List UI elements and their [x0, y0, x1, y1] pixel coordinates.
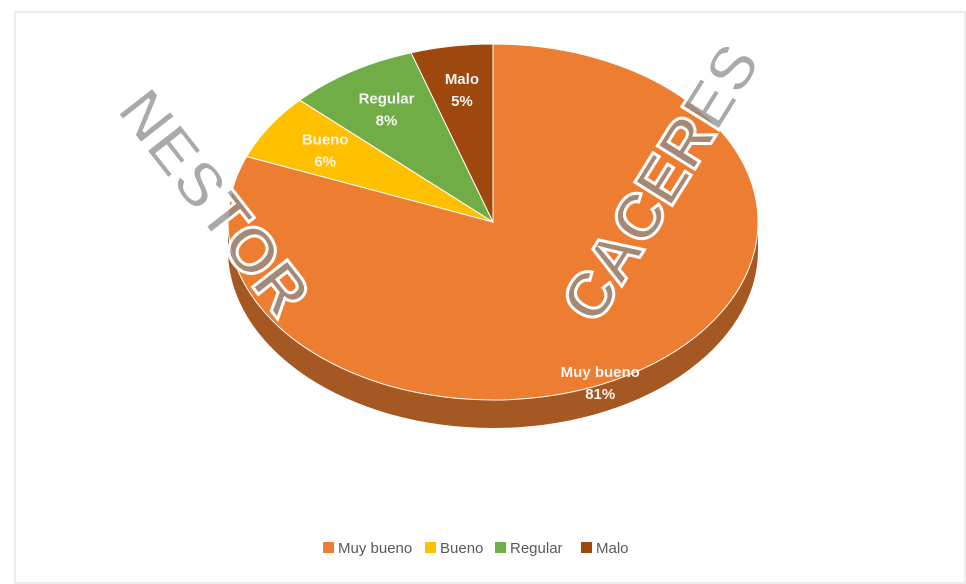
legend-swatch	[425, 542, 436, 553]
data-label-name: Malo	[445, 71, 479, 88]
legend-swatch	[323, 542, 334, 553]
data-label-name: Muy bueno	[561, 364, 640, 381]
legend-label: Bueno	[440, 540, 483, 557]
legend-label: Regular	[510, 540, 563, 557]
legend-label: Malo	[596, 540, 629, 557]
pie-slice	[410, 43, 494, 223]
data-label-value: 5%	[451, 93, 473, 110]
legend-swatch	[581, 542, 592, 553]
data-label-value: 8%	[376, 112, 398, 129]
data-label-name: Bueno	[302, 131, 349, 148]
legend-label: Muy bueno	[338, 540, 412, 557]
data-label-value: 81%	[585, 386, 615, 403]
legend-swatch	[495, 542, 506, 553]
pie-slice	[298, 52, 495, 224]
data-label-value: 6%	[314, 153, 336, 170]
data-label-name: Regular	[359, 90, 415, 107]
